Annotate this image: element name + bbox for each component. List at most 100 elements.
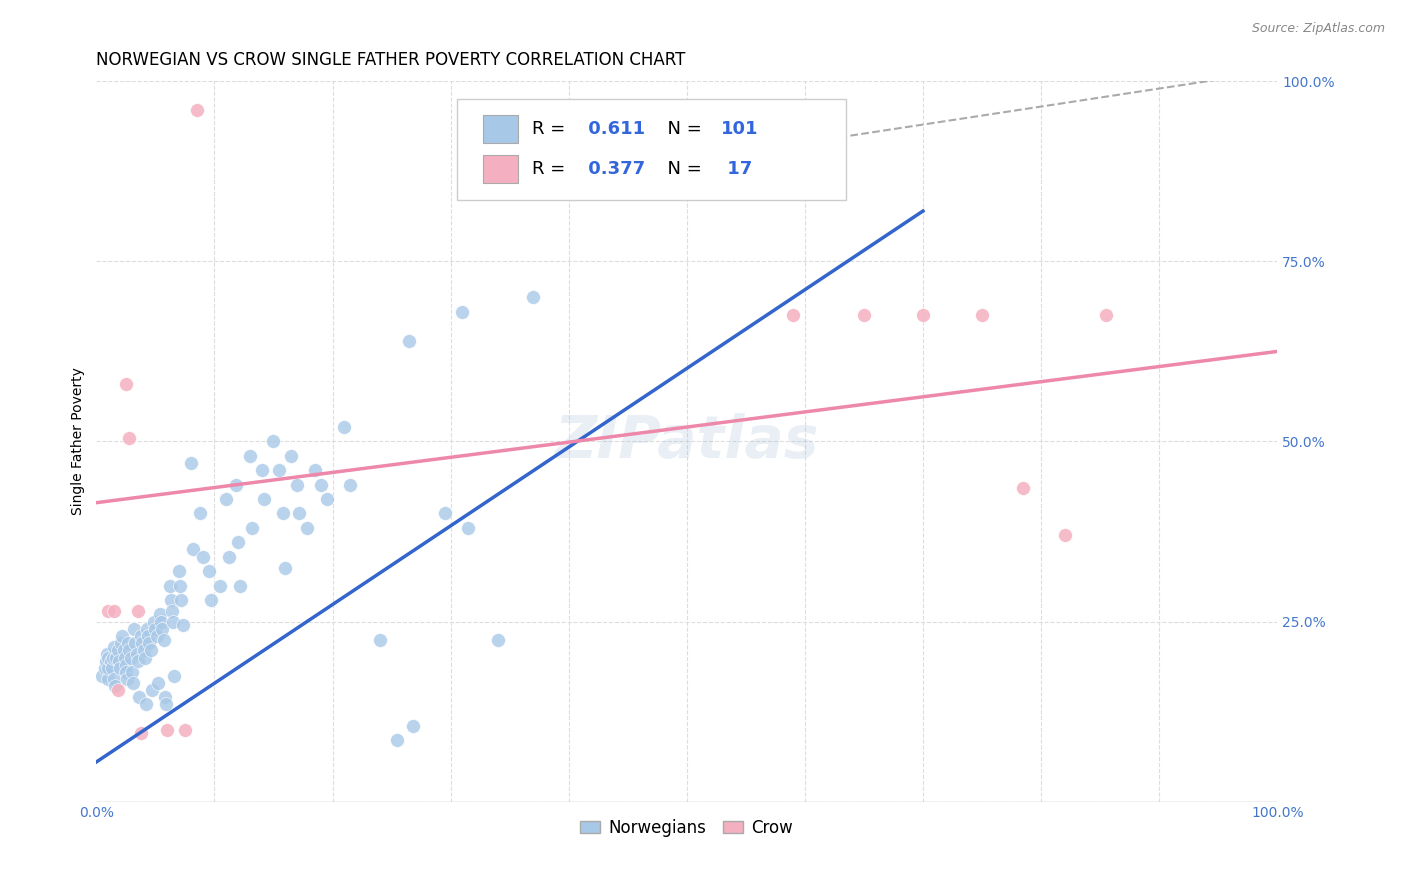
Point xyxy=(433,507,456,521)
Point xyxy=(97,604,120,618)
Point xyxy=(970,309,993,323)
Point xyxy=(309,477,332,491)
Point xyxy=(169,578,191,592)
Point xyxy=(104,679,127,693)
Point xyxy=(215,492,238,507)
Point xyxy=(122,622,145,636)
Point xyxy=(138,636,160,650)
Text: 101: 101 xyxy=(721,120,759,138)
Text: ZIPatlas: ZIPatlas xyxy=(554,413,820,470)
Point xyxy=(115,665,138,679)
Point xyxy=(107,654,129,668)
Point xyxy=(134,650,156,665)
Point xyxy=(131,636,153,650)
Point xyxy=(263,434,285,449)
Point xyxy=(911,309,934,323)
Point xyxy=(486,632,509,647)
Point xyxy=(1053,528,1076,542)
Point xyxy=(143,615,166,629)
Point xyxy=(93,661,115,675)
Text: 0.611: 0.611 xyxy=(582,120,645,138)
Point xyxy=(152,622,174,636)
Point xyxy=(162,615,184,629)
Point xyxy=(285,477,308,491)
Point xyxy=(115,672,138,686)
Text: 0.377: 0.377 xyxy=(582,160,645,178)
Point xyxy=(218,549,240,564)
Point xyxy=(111,629,134,643)
Point xyxy=(269,463,291,477)
Point xyxy=(139,643,162,657)
Point xyxy=(115,657,138,672)
Point xyxy=(107,682,129,697)
Point xyxy=(451,305,474,319)
Point xyxy=(94,654,117,668)
Point xyxy=(852,309,875,323)
Point xyxy=(280,449,302,463)
Point xyxy=(295,521,318,535)
Point xyxy=(136,629,159,643)
Point xyxy=(117,636,139,650)
FancyBboxPatch shape xyxy=(482,115,517,143)
Point xyxy=(239,449,262,463)
Point xyxy=(120,650,142,665)
Point xyxy=(288,507,311,521)
Point xyxy=(136,622,159,636)
Point xyxy=(108,661,131,675)
Point xyxy=(167,564,190,578)
Point xyxy=(457,521,479,535)
Point xyxy=(333,420,356,434)
Text: 17: 17 xyxy=(721,160,752,178)
Point xyxy=(200,593,222,607)
Point xyxy=(150,615,173,629)
Point xyxy=(121,665,143,679)
Point xyxy=(339,477,361,491)
Point xyxy=(250,463,273,477)
Text: R =: R = xyxy=(531,120,571,138)
Point xyxy=(127,604,149,618)
Point xyxy=(315,492,337,507)
Point xyxy=(145,629,167,643)
Point xyxy=(124,636,146,650)
Point xyxy=(155,698,177,712)
Text: Source: ZipAtlas.com: Source: ZipAtlas.com xyxy=(1251,22,1385,36)
Point xyxy=(402,719,425,733)
Point xyxy=(240,521,263,535)
Point xyxy=(271,507,294,521)
Point xyxy=(180,456,202,470)
Point xyxy=(103,640,125,654)
Point xyxy=(125,647,148,661)
Point xyxy=(132,643,155,657)
Point xyxy=(387,733,409,747)
Point xyxy=(174,723,197,737)
Point xyxy=(135,698,157,712)
Point xyxy=(127,654,149,668)
Point xyxy=(159,593,181,607)
Point xyxy=(105,650,128,665)
Y-axis label: Single Father Poverty: Single Father Poverty xyxy=(72,368,86,516)
Text: N =: N = xyxy=(657,160,707,178)
Point xyxy=(128,690,150,705)
Point xyxy=(107,643,129,657)
Text: N =: N = xyxy=(657,120,707,138)
Point xyxy=(159,578,181,592)
Point xyxy=(181,542,204,557)
Point xyxy=(100,654,122,668)
Point xyxy=(186,103,208,117)
Point xyxy=(118,431,141,445)
Point xyxy=(122,675,145,690)
Point xyxy=(145,622,167,636)
Point xyxy=(91,668,114,682)
Point xyxy=(97,672,120,686)
Point xyxy=(170,593,193,607)
Point xyxy=(149,607,172,622)
Point xyxy=(146,675,169,690)
Point xyxy=(153,690,176,705)
Point xyxy=(1012,481,1035,495)
Point xyxy=(115,376,138,391)
Text: R =: R = xyxy=(531,160,571,178)
Point xyxy=(141,682,163,697)
Point xyxy=(114,650,136,665)
Point xyxy=(191,549,214,564)
Point xyxy=(118,643,141,657)
